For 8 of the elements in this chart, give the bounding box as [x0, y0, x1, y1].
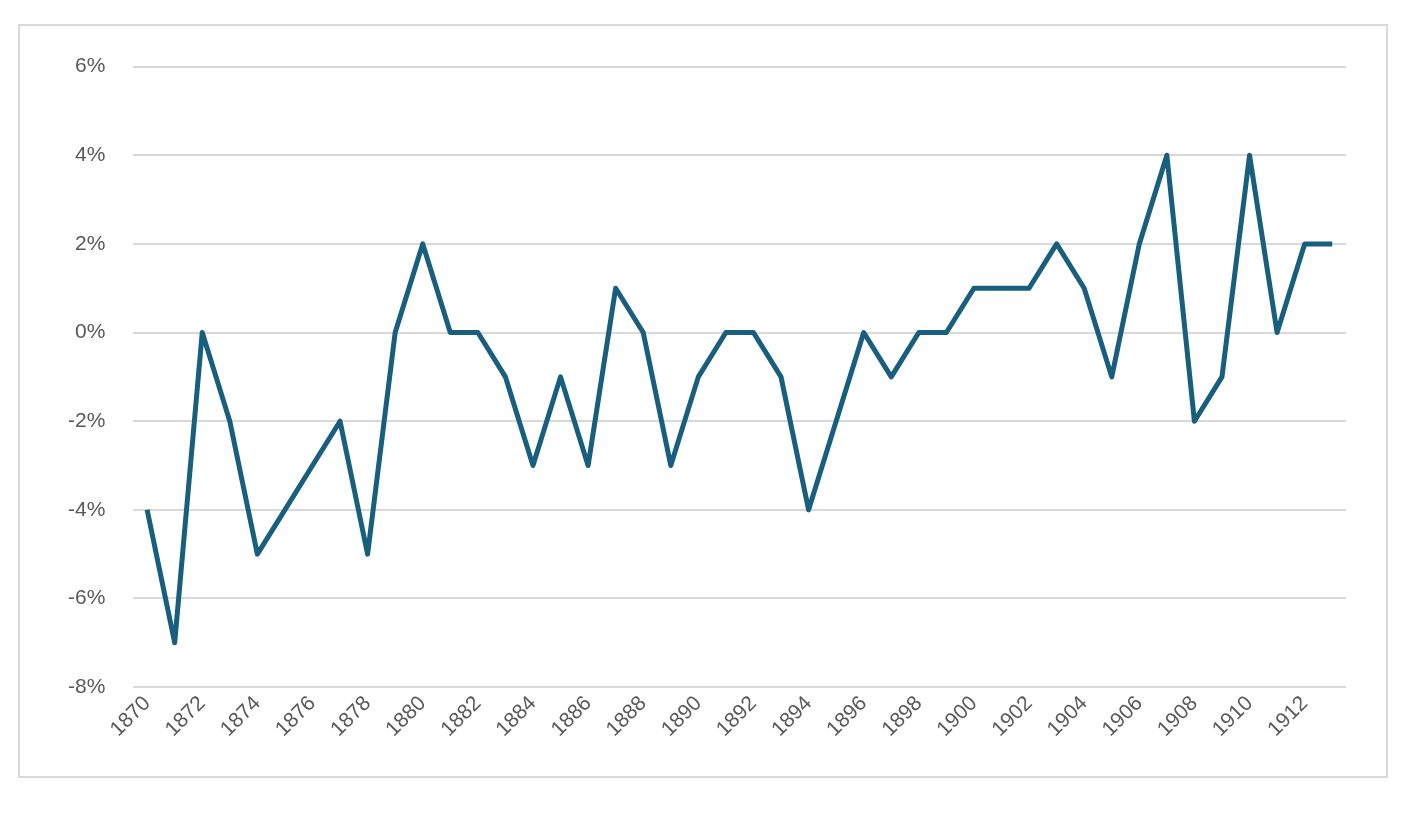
y-tick-label: 0%: [74, 319, 106, 343]
y-tick-label: -6%: [67, 585, 106, 609]
y-tick-label: -4%: [67, 496, 106, 520]
y-tick-label: -2%: [67, 408, 106, 431]
y-tick-label: 6%: [74, 53, 106, 77]
y-tick-label: 4%: [74, 142, 106, 166]
y-tick-label: -8%: [67, 673, 106, 697]
y-tick-label: 2%: [74, 230, 106, 254]
